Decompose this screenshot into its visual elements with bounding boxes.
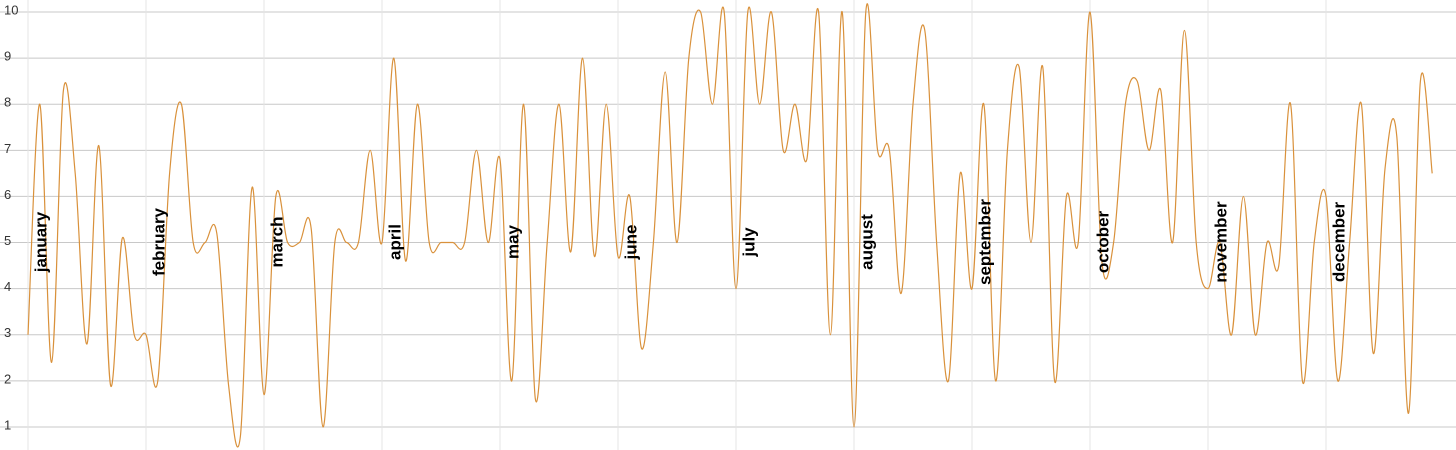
y-tick-label: 8 xyxy=(4,95,11,110)
month-label: june xyxy=(621,225,640,261)
month-label: may xyxy=(503,224,522,259)
month-label: january xyxy=(31,211,50,273)
y-tick-label: 6 xyxy=(4,187,11,202)
month-label: march xyxy=(267,216,286,267)
y-tick-label: 1 xyxy=(4,417,11,432)
y-tick-label: 7 xyxy=(4,141,11,156)
y-tick-label: 10 xyxy=(4,2,18,17)
month-label: november xyxy=(1211,201,1230,283)
month-label: april xyxy=(385,224,404,260)
y-tick-label: 2 xyxy=(4,371,11,386)
line xyxy=(27,3,1433,448)
month-label: july xyxy=(739,227,758,258)
y-tick-label: 9 xyxy=(4,49,11,64)
month-label: february xyxy=(149,207,168,276)
y-tick-label: 4 xyxy=(4,279,11,294)
month-label: september xyxy=(975,199,994,285)
month-label: december xyxy=(1329,201,1348,282)
y-tick-label: 5 xyxy=(4,233,11,248)
month-label: august xyxy=(857,214,876,270)
month-label: october xyxy=(1093,210,1112,273)
y-tick-label: 3 xyxy=(4,325,11,340)
